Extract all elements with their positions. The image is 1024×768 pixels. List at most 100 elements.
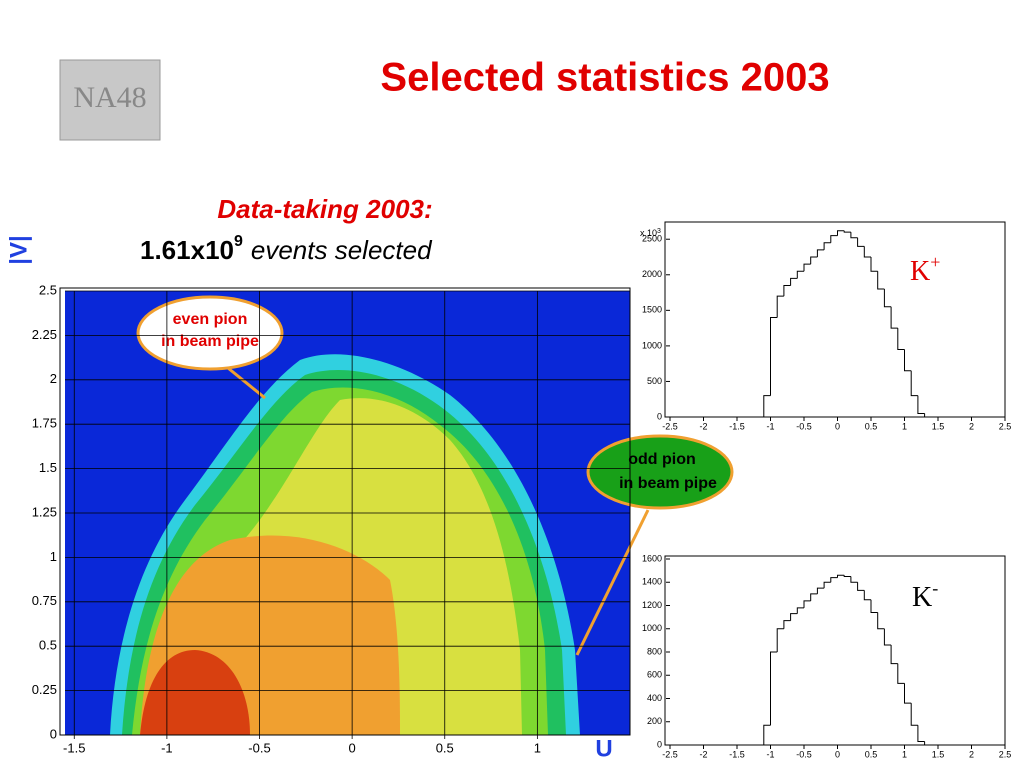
bar <box>843 230 851 233</box>
bar <box>837 574 845 578</box>
bar <box>770 316 778 396</box>
y-tick-label: 1000 <box>642 340 662 350</box>
y-tick-label: 0 <box>657 411 662 421</box>
y-tick-label: 1.25 <box>32 504 57 519</box>
x-tick-label: 0.5 <box>436 740 454 755</box>
bar <box>850 232 858 239</box>
arrow <box>227 366 266 400</box>
bar <box>823 242 831 250</box>
bar <box>910 703 918 726</box>
bar <box>843 575 851 577</box>
x-tick-label: 1 <box>902 421 907 431</box>
bar <box>883 289 892 308</box>
y-tick-label: 1 <box>50 549 57 564</box>
count: 1.61x109 events selected <box>140 233 433 265</box>
label: K <box>912 582 932 613</box>
y-tick-label: 1.75 <box>32 416 57 431</box>
x-tick-label: -0.5 <box>796 749 812 759</box>
x-tick-label: 0 <box>835 421 840 431</box>
bar <box>910 370 918 397</box>
hist-label: K+ <box>910 252 940 287</box>
x-tick-label: 2.5 <box>999 749 1012 759</box>
plot-frame <box>664 221 1006 418</box>
x-tick-label: 2.5 <box>999 421 1012 431</box>
x-tick-label: -1.5 <box>729 421 745 431</box>
subtitle: Data-taking 2003: <box>217 194 432 224</box>
bar <box>890 306 898 329</box>
bar <box>850 576 858 583</box>
hist-label: K- <box>912 578 938 613</box>
y-tick-label: 2000 <box>642 269 662 279</box>
x-tick-label: -0.5 <box>248 740 270 755</box>
y-tick-label: 200 <box>647 716 662 726</box>
y-tick-label: 0.75 <box>32 593 57 608</box>
bar <box>890 645 898 665</box>
bar <box>904 349 912 372</box>
y-tick-label: 2500 <box>642 234 662 244</box>
x-tick-label: -1.5 <box>63 740 85 755</box>
bar <box>917 725 925 743</box>
bar <box>830 235 838 243</box>
x-tick-label: 1.5 <box>932 421 945 431</box>
bar <box>790 277 798 286</box>
x-tick-label: 1.5 <box>932 749 945 759</box>
bar <box>796 607 804 614</box>
bar <box>863 590 871 601</box>
bar <box>823 581 831 589</box>
x-tick-label: -0.5 <box>796 421 812 431</box>
bar <box>803 263 811 272</box>
y-tick-label: 800 <box>647 646 662 656</box>
bar <box>917 395 925 414</box>
x-tick-label: 0.5 <box>865 421 878 431</box>
y-tick-label: 0 <box>657 739 662 749</box>
logo-box <box>59 59 161 141</box>
count-exp: 9 <box>234 233 243 250</box>
y-tick-label: 2.5 <box>39 282 57 297</box>
annotation: odd pion <box>628 451 696 468</box>
bar <box>770 651 778 726</box>
bar <box>877 612 885 630</box>
x-tick-label: -1.5 <box>729 749 745 759</box>
label: K <box>910 256 930 287</box>
plot-frame <box>664 555 1006 746</box>
title: Selected statistics 2003 <box>380 56 829 100</box>
x-tick-label: 0.5 <box>865 749 878 759</box>
bar <box>803 600 811 608</box>
y-tick-label: 1500 <box>642 305 662 315</box>
bar <box>897 328 905 350</box>
y-tick-label: 1200 <box>642 600 662 610</box>
y-tick-label: 2.25 <box>32 327 57 342</box>
bar <box>783 284 791 297</box>
plot-frame <box>59 287 631 736</box>
x-tick-label: 1 <box>902 749 907 759</box>
x-axis-label: U <box>595 735 612 762</box>
scale-label: x 103 <box>640 228 661 239</box>
scale-base: x 10 <box>640 228 657 238</box>
bar <box>763 395 771 417</box>
bar <box>816 249 825 257</box>
bar <box>857 237 865 247</box>
bar <box>776 628 784 652</box>
x-tick-label: -2 <box>699 421 707 431</box>
callout <box>586 434 734 510</box>
bar <box>783 620 791 629</box>
bar <box>883 628 892 646</box>
y-axis-label: |V| <box>5 235 32 264</box>
bar <box>816 587 825 594</box>
y-tick-label: 600 <box>647 670 662 680</box>
bar <box>863 246 871 258</box>
bar <box>897 663 905 684</box>
bar <box>810 256 818 265</box>
y-tick-label: 1000 <box>642 623 662 633</box>
y-tick-label: 500 <box>647 376 662 386</box>
bar <box>776 295 784 318</box>
x-tick-label: 2 <box>969 421 974 431</box>
y-tick-label: 1.5 <box>39 460 57 475</box>
bar <box>857 582 865 591</box>
bar <box>796 270 804 279</box>
x-tick-label: -1 <box>161 740 173 755</box>
x-tick-label: -2.5 <box>662 749 678 759</box>
bar <box>870 257 878 272</box>
annotation: even pion <box>173 311 248 328</box>
